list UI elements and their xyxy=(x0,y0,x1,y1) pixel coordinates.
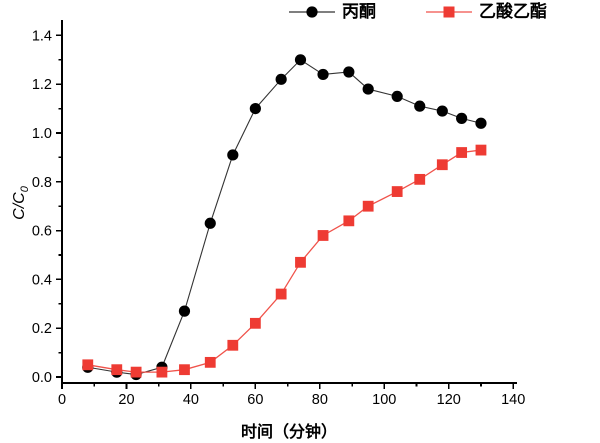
legend-label-acetone: 丙酮 xyxy=(342,2,376,21)
y-tick-label: 0.8 xyxy=(32,175,52,191)
legend-item-ethyl-acetate: 乙酸乙酯 xyxy=(425,1,547,23)
y-tick-label: 0.6 xyxy=(32,224,52,240)
data-point-square xyxy=(130,366,142,378)
y-tick-label: 0.4 xyxy=(32,272,52,288)
data-point-square xyxy=(156,366,168,378)
y-tick-label: 0.2 xyxy=(32,321,52,337)
data-point-circle xyxy=(456,112,468,124)
data-point-square xyxy=(391,186,403,197)
data-point-circle xyxy=(178,305,191,317)
legend-label-ethyl-acetate: 乙酸乙酯 xyxy=(479,2,547,21)
x-tick-label: 80 xyxy=(312,392,328,408)
data-point-square xyxy=(249,317,261,329)
series-ethyl-acetate xyxy=(82,144,487,378)
x-axis-title: 时间（分钟） xyxy=(240,424,337,441)
data-point-circle xyxy=(249,103,261,115)
data-point-circle xyxy=(436,105,448,117)
series-acetone xyxy=(82,54,487,381)
x-tick-label: 140 xyxy=(501,392,525,408)
axes xyxy=(56,20,517,389)
data-point-circle xyxy=(317,68,329,81)
ethyl-acetate-marker-icon xyxy=(426,6,472,18)
data-point-circle xyxy=(227,149,239,161)
x-tick-label: 0 xyxy=(58,392,66,408)
data-point-square xyxy=(362,200,374,212)
x-tick-label: 120 xyxy=(437,392,461,408)
data-point-circle xyxy=(475,117,487,129)
y-tick-label: 1.2 xyxy=(32,77,52,93)
data-point-circle xyxy=(391,90,403,102)
x-tick-label: 60 xyxy=(247,392,263,408)
acetone-marker-icon xyxy=(289,6,335,18)
data-point-circle xyxy=(275,73,287,85)
y-axis-title: C/C0 xyxy=(11,186,31,220)
data-point-square xyxy=(295,256,306,268)
data-point-circle xyxy=(294,54,307,66)
data-point-square xyxy=(111,364,123,376)
data-point-square xyxy=(275,288,287,300)
data-point-square xyxy=(204,356,216,368)
data-point-circle xyxy=(414,100,426,112)
data-point-square xyxy=(82,359,94,371)
y-tick-label: 1.4 xyxy=(32,28,52,44)
x-tick-label: 40 xyxy=(183,392,199,408)
data-point-circle xyxy=(204,217,216,229)
data-point-square xyxy=(343,215,355,227)
data-point-square xyxy=(456,147,468,158)
x-tick-label: 20 xyxy=(118,392,134,408)
data-point-square xyxy=(179,364,190,376)
data-point-square xyxy=(414,173,426,185)
data-point-circle xyxy=(362,83,374,95)
y-tick-label: 1.0 xyxy=(32,126,52,142)
data-point-square xyxy=(317,230,329,241)
tick-labels: 0 20 40 60 80 100 120 140 0.0 0.2 0.4 0.6 0.8 1.0 1.2 1… xyxy=(32,28,525,408)
data-point-square xyxy=(436,159,448,171)
legend-item-acetone: 丙酮 xyxy=(288,1,376,23)
data-point-square xyxy=(227,339,239,351)
y-tick-label: 0.0 xyxy=(32,370,52,386)
x-tick-label: 100 xyxy=(372,392,396,408)
data-point-circle xyxy=(343,66,355,78)
data-point-square xyxy=(475,144,487,156)
